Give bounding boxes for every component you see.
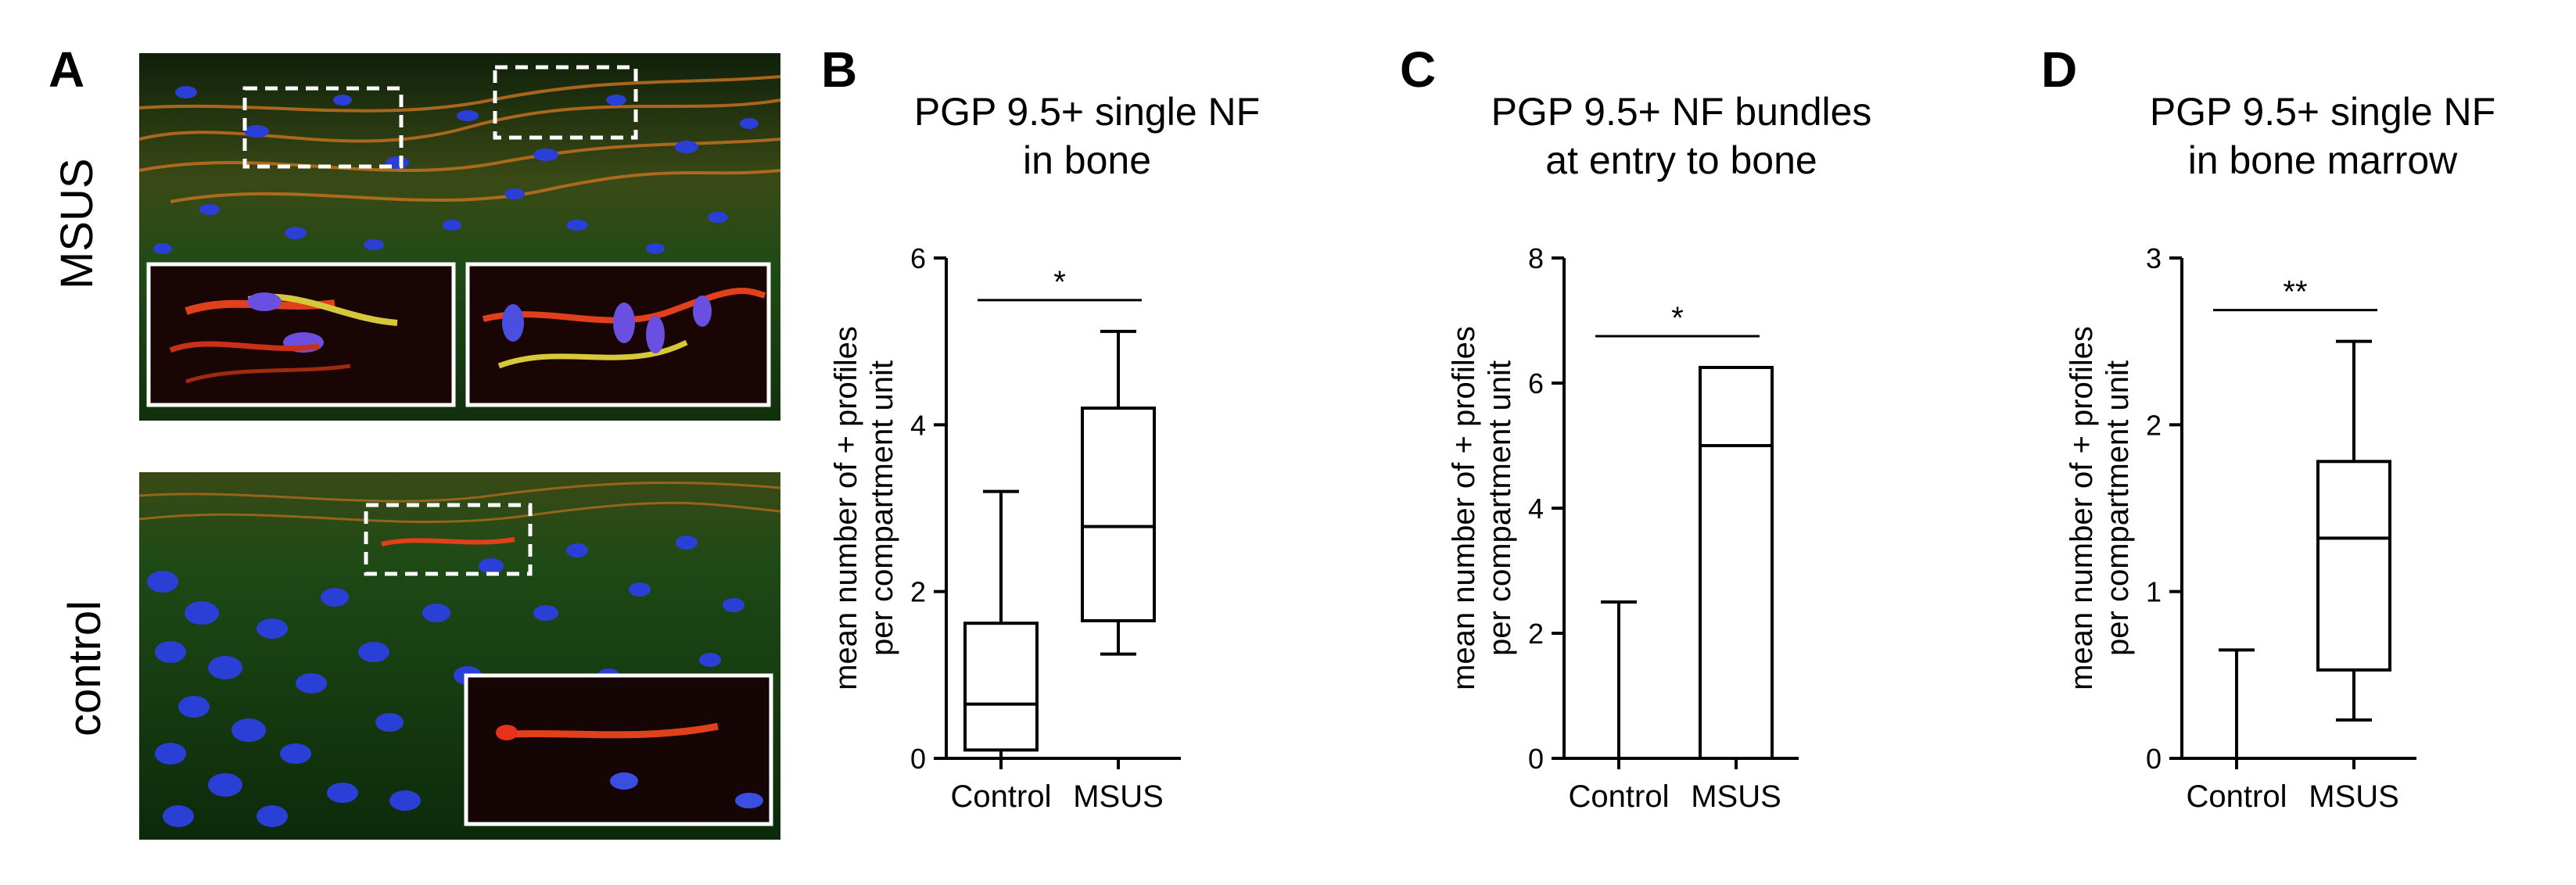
panel-a-letter: A — [48, 41, 85, 98]
y-axis-label: mean number of + profilesper compartment… — [1447, 326, 1517, 690]
micrograph-msus — [139, 53, 780, 421]
micrograph-control-image — [139, 472, 780, 840]
y-tick-label: 4 — [910, 409, 926, 441]
panel-c-letter: C — [1400, 41, 1437, 98]
significance-marker: * — [1671, 301, 1684, 335]
chart-b: mean number of + profilesper compartment… — [829, 242, 1181, 814]
chart-c-title-line1: PGP 9.5+ NF bundles — [1491, 90, 1872, 134]
y-axis-label-line: mean number of + profiles — [1447, 326, 1481, 690]
chart-d-title-line2: in bone marrow — [2187, 138, 2458, 182]
y-tick-label: 6 — [1528, 367, 1544, 400]
x-tick-label: MSUS — [1073, 779, 1164, 814]
y-axis-label-line: per compartment unit — [2101, 360, 2135, 656]
x-tick-label: Control — [1569, 779, 1670, 814]
x-tick-label: MSUS — [1691, 779, 1781, 814]
y-axis-label: mean number of + profilesper compartment… — [2065, 326, 2135, 690]
y-tick-label: 0 — [2146, 743, 2162, 775]
y-axis-label-line: mean number of + profiles — [2065, 326, 2099, 690]
chart-d-title-line1: PGP 9.5+ single NF — [2149, 90, 2496, 134]
y-tick-label: 8 — [1528, 242, 1544, 274]
x-tick-label: Control — [951, 779, 1052, 814]
y-tick-label: 0 — [1528, 743, 1544, 775]
x-tick-label: MSUS — [2309, 779, 2399, 814]
y-axis-label-line: per compartment unit — [865, 360, 899, 656]
significance-marker: ** — [2283, 275, 2307, 310]
y-tick-label: 2 — [2146, 409, 2162, 441]
chart-d: mean number of + profilesper compartment… — [2065, 242, 2416, 814]
y-axis-label: mean number of + profilesper compartment… — [829, 326, 899, 690]
box-msus — [1699, 366, 1774, 760]
chart-c: mean number of + profilesper compartment… — [1447, 242, 1799, 814]
chart-b-title-line2: in bone — [1022, 138, 1152, 182]
significance-marker: * — [1053, 265, 1066, 299]
chart-d-title: PGP 9.5+ single NF in bone marrow — [2111, 88, 2534, 185]
micrograph-msus-image — [139, 53, 780, 421]
y-tick-label: 6 — [910, 242, 926, 274]
y-tick-label: 2 — [1528, 618, 1544, 650]
panel-b-letter: B — [821, 41, 858, 98]
micrograph-control — [139, 472, 780, 840]
panel-d-letter: D — [2041, 41, 2078, 98]
y-tick-label: 0 — [910, 743, 926, 775]
x-tick-label: Control — [2187, 779, 2287, 814]
y-axis-label-line: per compartment unit — [1483, 360, 1517, 656]
y-tick-label: 2 — [910, 576, 926, 608]
box-control — [963, 622, 1039, 752]
chart-b-title-line1: PGP 9.5+ single NF — [913, 90, 1261, 134]
y-tick-label: 1 — [2146, 576, 2162, 608]
y-tick-label: 3 — [2146, 242, 2162, 274]
box-msus — [1081, 407, 1156, 622]
row-label-msus: MSUS — [52, 158, 102, 289]
row-label-control: control — [59, 600, 110, 737]
chart-c-title-line2: at entry to bone — [1545, 138, 1817, 182]
y-axis-label-line: mean number of + profiles — [829, 326, 863, 690]
box-msus — [2316, 460, 2391, 672]
y-tick-label: 4 — [1528, 493, 1544, 525]
chart-c-title: PGP 9.5+ NF bundles at entry to bone — [1470, 88, 1893, 185]
chart-b-title: PGP 9.5+ single NF in bone — [884, 88, 1290, 185]
